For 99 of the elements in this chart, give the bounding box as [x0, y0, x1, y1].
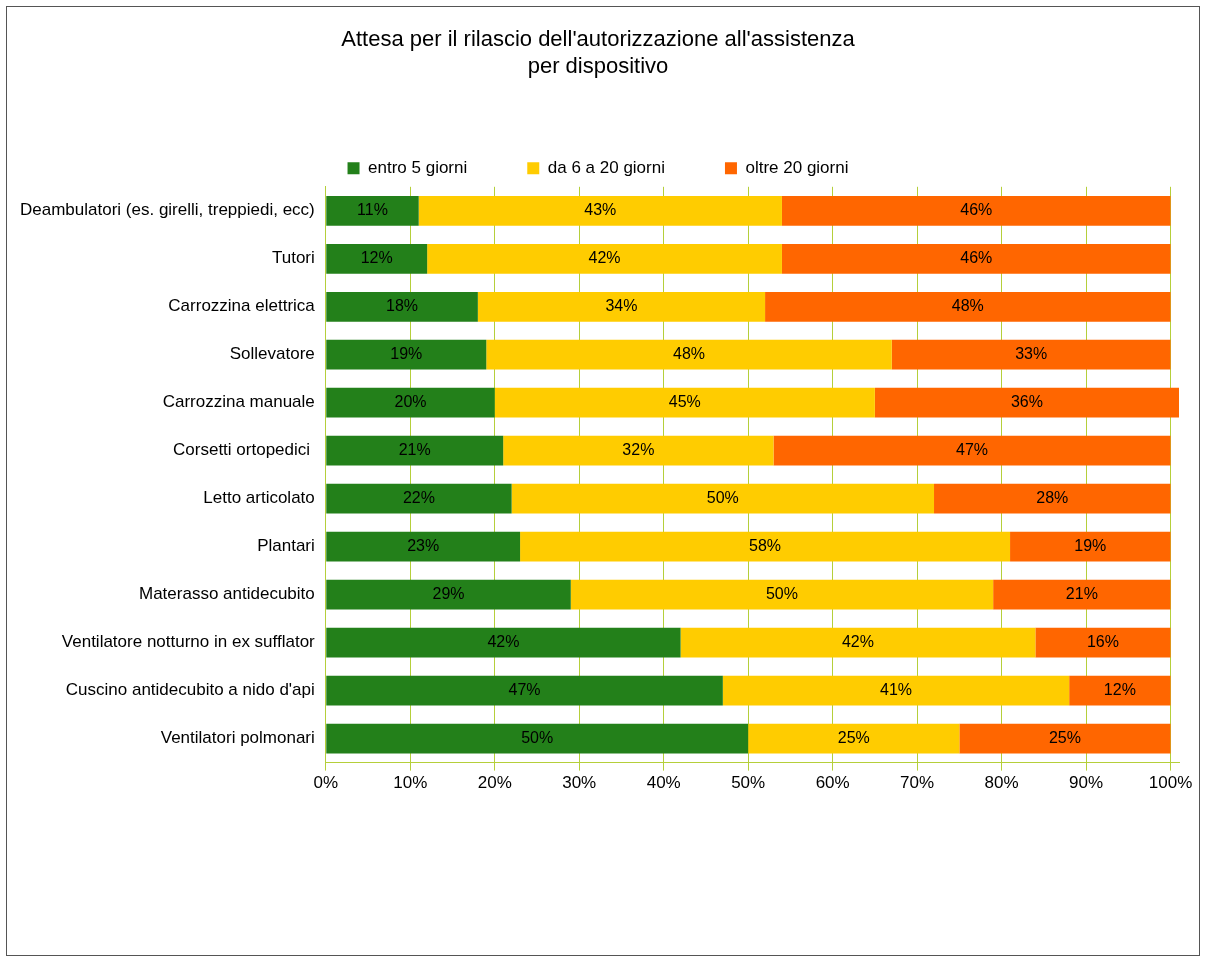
y-tick-label: Carrozzina elettrica: [168, 296, 316, 316]
data-label: 19%: [1074, 537, 1107, 555]
x-tick-label: 20%: [477, 773, 512, 793]
data-label: 36%: [1010, 393, 1043, 411]
data-label: 48%: [951, 297, 984, 315]
x-tick-label: 0%: [313, 773, 339, 793]
bar: [326, 483, 512, 514]
bar: [326, 531, 521, 562]
x-tick-label: 70%: [900, 773, 935, 793]
data-label: 47%: [956, 441, 989, 459]
bar: [326, 435, 504, 466]
data-label: 42%: [841, 633, 874, 651]
data-label: 19%: [390, 345, 423, 363]
data-label: 46%: [960, 249, 993, 267]
bar: [1069, 675, 1171, 706]
data-label: 58%: [749, 537, 782, 555]
legend-label: oltre 20 giorni: [745, 157, 849, 177]
y-tick-label: Sollevatore: [229, 344, 315, 364]
data-label: 16%: [1086, 633, 1119, 651]
data-label: 25%: [1048, 729, 1081, 747]
data-label: 47%: [508, 681, 541, 699]
x-tick-label: 60%: [815, 773, 850, 793]
x-tick-label: 30%: [562, 773, 597, 793]
bar: [326, 195, 419, 226]
data-label: 42%: [588, 249, 621, 267]
bar: [874, 387, 1179, 418]
data-label: 23%: [407, 537, 440, 555]
x-tick-label: 50%: [731, 773, 766, 793]
x-tick-label: 100%: [1148, 773, 1193, 793]
bar: [781, 243, 1171, 274]
data-label: 28%: [1036, 489, 1069, 507]
y-tick-label: Tutori: [271, 248, 315, 268]
data-label: 22%: [402, 489, 435, 507]
bar: [326, 627, 681, 658]
bar: [993, 579, 1171, 610]
y-tick-label: Materasso antidecubito: [139, 584, 315, 604]
bar: [934, 483, 1171, 514]
data-label: 50%: [765, 585, 798, 603]
bar: [486, 339, 892, 370]
data-label: 46%: [960, 201, 993, 219]
bar: [511, 483, 935, 514]
data-label: 41%: [879, 681, 913, 699]
data-label: 11%: [357, 201, 388, 219]
bar: [503, 435, 774, 466]
bar: [1010, 531, 1171, 562]
y-tick-label: Carrozzina manuale: [162, 392, 315, 412]
data-label: 42%: [487, 633, 520, 651]
chart-title: Attesa per il rilascio dell'autorizzazione all'assistenza per dispositivo: [341, 26, 856, 78]
data-label: 18%: [386, 297, 419, 315]
data-label: 20%: [394, 393, 427, 411]
data-label: 50%: [706, 489, 739, 507]
data-label: 34%: [605, 297, 638, 315]
y-tick-label: Corsetti ortopedici: [173, 440, 315, 460]
y-tick-label: Ventilatori polmonari: [160, 728, 315, 748]
x-tick-label: 90%: [1069, 773, 1104, 793]
legend-label: entro 5 giorni: [368, 157, 468, 177]
bar: [781, 195, 1171, 226]
bar: [722, 675, 1070, 706]
x-tick-label: 10%: [393, 773, 428, 793]
x-tick-label: 80%: [984, 773, 1019, 793]
data-label: 21%: [1065, 585, 1098, 603]
bar: [326, 675, 723, 706]
data-label: 12%: [360, 249, 393, 267]
legend-label: da 6 a 20 giorni: [547, 157, 665, 177]
y-tick-label: Plantari: [257, 536, 315, 556]
y-tick-label: Deambulatori (es. girelli, treppiedi, ecc): [19, 200, 315, 220]
bar: [326, 243, 428, 274]
y-tick-label: Cuscino antidecubito a nido d'api: [65, 680, 315, 700]
data-label: 29%: [432, 585, 465, 603]
bar: [494, 387, 875, 418]
bar: [326, 291, 478, 322]
data-label: 50%: [521, 729, 554, 747]
bar: [326, 579, 571, 610]
bar: [570, 579, 994, 610]
data-label: 25%: [837, 729, 870, 747]
data-label: 43%: [584, 201, 617, 219]
bar: [326, 339, 487, 370]
bar: [748, 723, 960, 754]
data-label: 21%: [398, 441, 431, 459]
data-label: 48%: [673, 345, 706, 363]
data-label: 32%: [622, 441, 655, 459]
bar: [959, 723, 1171, 754]
bar: [680, 627, 1036, 658]
y-tick-label: Letto articolato: [203, 488, 315, 508]
data-label: 12%: [1103, 681, 1136, 699]
bar: [1035, 627, 1171, 658]
bar: [326, 723, 749, 754]
bar: [477, 291, 766, 322]
bar: [520, 531, 1011, 562]
data-label: 33%: [1015, 345, 1048, 363]
bar: [773, 435, 1171, 466]
bar: [418, 195, 782, 226]
bar: [427, 243, 782, 274]
x-tick-label: 40%: [646, 773, 681, 793]
data-label: 45%: [668, 393, 701, 411]
y-tick-label: Ventilatore notturno in ex sufflator: [61, 632, 316, 652]
bar: [765, 291, 1171, 322]
bar: [326, 387, 495, 418]
bar: [891, 339, 1171, 370]
